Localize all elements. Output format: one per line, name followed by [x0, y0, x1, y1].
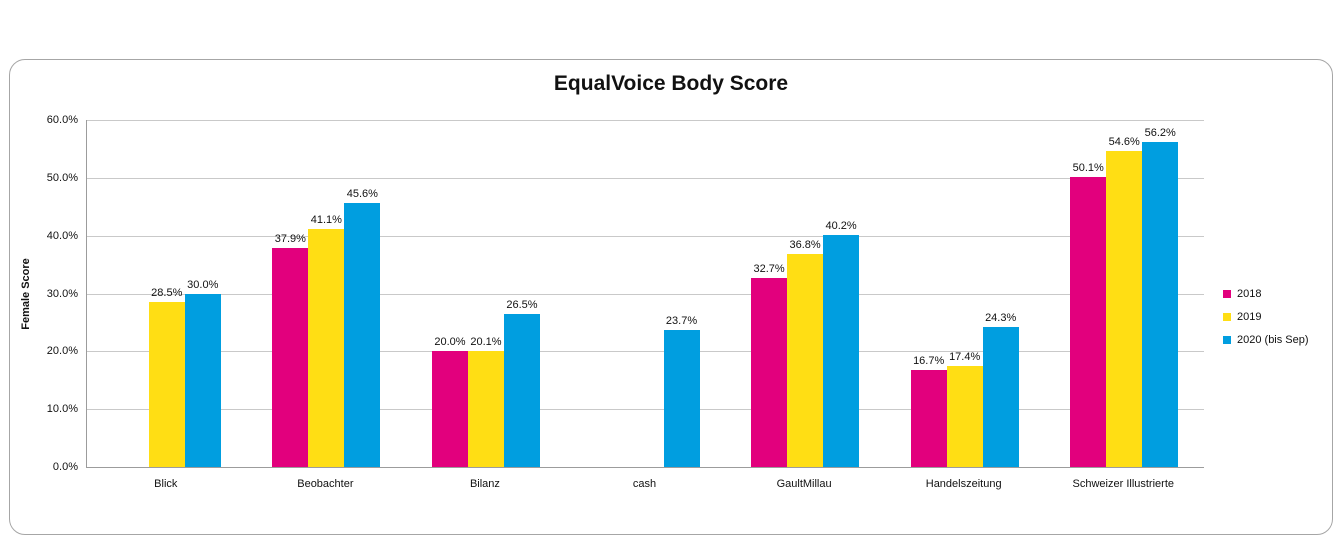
bar-slot: 32.7% [751, 120, 788, 467]
bar-slot: 24.3% [982, 120, 1019, 467]
bar-value-label-2019-gaultmillau: 36.8% [789, 239, 821, 252]
bar-value-label-2019-handelszeitung: 17.4% [949, 351, 981, 364]
gridline-40 [87, 236, 1204, 237]
bar-value-label-2019-beobachter: 41.1% [310, 214, 342, 227]
bar-slot [592, 120, 628, 467]
y-tick-label: 50.0% [46, 172, 78, 184]
bar-slot: 54.6% [1106, 120, 1143, 467]
bar-slot: 30.0% [184, 120, 221, 467]
bar-slot: 50.1% [1070, 120, 1107, 467]
bar-slot: 20.0% [431, 120, 468, 467]
legend-item-2019: 2019 [1223, 311, 1309, 323]
bar-group-schweizer-illustrierte: 50.1% 54.6% 56.2% [1044, 120, 1204, 467]
y-tick-label: 30.0% [46, 288, 78, 300]
bar-slot: 28.5% [148, 120, 185, 467]
bar-slot: 23.7% [663, 120, 700, 467]
bar-2018-handelszeitung [910, 370, 947, 467]
bar-slot: 16.7% [910, 120, 947, 467]
y-tick-label: 0.0% [52, 461, 78, 473]
bar-value-label-2020-bis-sep-schweizer-illustrierte: 56.2% [1144, 127, 1176, 139]
bar-slot: 40.2% [823, 120, 860, 467]
bar-value-label-2019-blick: 28.5% [151, 287, 183, 300]
bar-slot [113, 120, 149, 467]
bar-value-label-2018-gaultmillau: 32.7% [753, 262, 785, 275]
bar-2018-gaultmillau [751, 277, 788, 467]
bar-slot: 56.2% [1142, 120, 1179, 467]
bar-value-label-2020-bis-sep-beobachter: 45.6% [346, 188, 378, 201]
bar-value-label-2019-bilanz: 20.1% [470, 335, 502, 348]
bar-slot: 20.1% [467, 120, 504, 467]
bar-slot: 17.4% [946, 120, 983, 467]
legend-item-2020-bis-sep: 2020 (bis Sep) [1223, 334, 1309, 346]
y-tick-label: 20.0% [46, 345, 78, 357]
bar-value-label-2020-bis-sep-cash: 23.7% [665, 314, 698, 327]
bar-2020-bis-sep-bilanz [503, 313, 540, 467]
x-axis-labels: Blick Beobachter Bilanz cash GaultMillau Hand… [86, 478, 1203, 490]
bar-value-label-2018-beobachter: 37.9% [274, 232, 306, 245]
legend-item-2018: 2018 [1223, 288, 1309, 300]
bar-2019-gaultmillau [787, 254, 824, 467]
y-tick-label: 10.0% [46, 403, 78, 415]
x-label-beobachter: Beobachter [297, 478, 354, 490]
bar-2019-beobachter [308, 229, 345, 467]
bar-value-label-2020-bis-sep-gaultmillau: 40.2% [825, 219, 857, 232]
bar-slot: 41.1% [308, 120, 345, 467]
bar-slot: 26.5% [503, 120, 540, 467]
legend-swatch-icon [1223, 336, 1231, 344]
legend-swatch-icon [1223, 313, 1231, 321]
bar-slot: 36.8% [787, 120, 824, 467]
x-label-blick: Blick [154, 478, 178, 490]
gridline-30 [87, 294, 1204, 295]
bar-2018-beobachter [272, 247, 309, 467]
bar-2020-bis-sep-gaultmillau [823, 234, 860, 467]
bar-2020-bis-sep-handelszeitung [982, 326, 1019, 467]
bar-slot [628, 120, 664, 467]
x-label-schweizer-illustrierte: Schweizer Illustrierte [1072, 478, 1174, 490]
bar-2020-bis-sep-beobachter [344, 203, 381, 467]
bar-2020-bis-sep-schweizer-illustrierte [1142, 142, 1179, 467]
legend-swatch-icon [1223, 290, 1231, 298]
legend-label: 2019 [1237, 311, 1262, 323]
x-label-gaultmillau: GaultMillau [776, 478, 832, 490]
bar-value-label-2020-bis-sep-blick: 30.0% [187, 278, 219, 291]
x-label-bilanz: Bilanz [469, 478, 500, 490]
bar-value-label-2019-schweizer-illustrierte: 54.6% [1108, 136, 1140, 149]
bar-group-blick: 28.5% 30.0% [87, 120, 247, 467]
gridline-60 [87, 120, 1204, 121]
x-label-cash: cash [632, 478, 657, 490]
bar-2019-blick [148, 302, 185, 467]
bar-group-gaultmillau: 32.7% 36.8% 40.2% [725, 120, 885, 467]
gridline-20 [87, 351, 1204, 352]
y-tick-label: 60.0% [46, 114, 78, 126]
chart-title: EqualVoice Body Score [553, 72, 789, 95]
x-label-handelszeitung: Handelszeitung [925, 478, 1002, 490]
bar-2018-schweizer-illustrierte [1070, 177, 1107, 467]
bar-2020-bis-sep-cash [663, 329, 700, 467]
bar-slot: 45.6% [344, 120, 381, 467]
bar-2019-handelszeitung [946, 366, 983, 467]
legend-label: 2018 [1237, 288, 1262, 300]
legend: 2018 2019 2020 (bis Sep) [1223, 288, 1309, 346]
bar-group-bilanz: 20.0% 20.1% 26.5% [406, 120, 566, 467]
chart-card: EqualVoice Body Score Female Score 60.0%… [9, 59, 1333, 535]
bar-value-label-2018-handelszeitung: 16.7% [913, 355, 945, 368]
legend-label: 2020 (bis Sep) [1237, 334, 1309, 346]
bar-value-label-2018-schweizer-illustrierte: 50.1% [1072, 162, 1104, 175]
bar-value-label-2018-bilanz: 20.0% [434, 336, 466, 349]
bar-group-cash: 23.7% [566, 120, 726, 467]
bar-group-beobachter: 37.9% 41.1% 45.6% [247, 120, 407, 467]
bar-value-label-2020-bis-sep-handelszeitung: 24.3% [985, 311, 1017, 324]
bar-2018-bilanz [431, 351, 468, 467]
y-tick-label: 40.0% [46, 230, 78, 242]
gridline-50 [87, 178, 1204, 179]
bar-slot: 37.9% [272, 120, 309, 467]
gridline-10 [87, 409, 1204, 410]
bar-value-label-2020-bis-sep-bilanz: 26.5% [506, 298, 538, 311]
bar-2019-schweizer-illustrierte [1106, 151, 1143, 467]
bar-group-handelszeitung: 16.7% 17.4% 24.3% [885, 120, 1045, 467]
bar-2019-bilanz [467, 350, 504, 467]
bar-2020-bis-sep-blick [184, 293, 221, 467]
plot-area: 28.5% 30.0% 37.9% 41.1% 45.6% 20.0% 20.1% 26.5%… [86, 120, 1204, 468]
